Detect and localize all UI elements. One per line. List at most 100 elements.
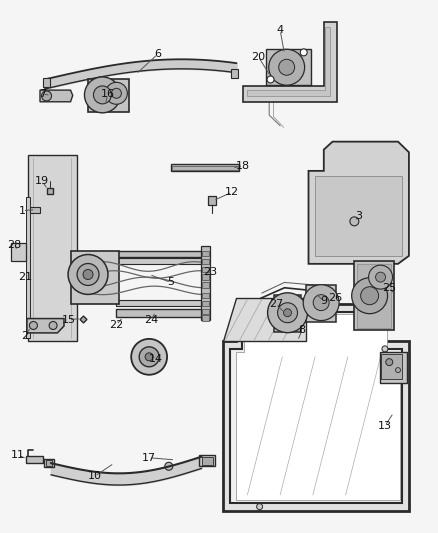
Polygon shape: [380, 351, 407, 383]
Polygon shape: [201, 251, 209, 256]
Circle shape: [257, 504, 263, 510]
Circle shape: [269, 50, 304, 85]
Polygon shape: [201, 282, 209, 288]
Polygon shape: [274, 295, 301, 332]
Polygon shape: [43, 78, 49, 87]
Text: 15: 15: [61, 314, 75, 325]
Text: 6: 6: [154, 49, 161, 59]
Text: 9: 9: [320, 296, 327, 306]
Circle shape: [77, 263, 99, 286]
Text: 20: 20: [251, 52, 265, 62]
Circle shape: [49, 321, 57, 329]
Circle shape: [83, 270, 93, 279]
Polygon shape: [26, 197, 30, 338]
Polygon shape: [201, 316, 209, 321]
Text: 27: 27: [268, 298, 283, 309]
Text: 3: 3: [355, 211, 362, 221]
Text: 22: 22: [109, 320, 124, 330]
Circle shape: [42, 91, 52, 101]
Polygon shape: [44, 459, 54, 467]
Circle shape: [165, 462, 173, 470]
Text: 7: 7: [39, 89, 46, 99]
Polygon shape: [357, 264, 392, 328]
Polygon shape: [71, 251, 119, 304]
Circle shape: [382, 346, 388, 352]
Polygon shape: [308, 142, 409, 264]
Text: 18: 18: [236, 160, 250, 171]
Polygon shape: [231, 69, 238, 78]
Circle shape: [311, 288, 318, 295]
Circle shape: [267, 76, 274, 83]
Polygon shape: [11, 243, 26, 261]
Circle shape: [145, 353, 153, 361]
Polygon shape: [315, 176, 403, 256]
Circle shape: [313, 295, 329, 311]
Polygon shape: [201, 293, 209, 298]
Text: 23: 23: [203, 267, 217, 277]
Polygon shape: [266, 49, 311, 85]
Circle shape: [278, 303, 297, 322]
Polygon shape: [223, 298, 306, 341]
Circle shape: [111, 88, 121, 98]
Text: 8: 8: [298, 325, 306, 335]
Text: 26: 26: [328, 293, 342, 303]
Circle shape: [350, 217, 359, 226]
Text: 28: 28: [7, 240, 21, 251]
Text: 5: 5: [167, 278, 174, 287]
Polygon shape: [28, 155, 77, 341]
Polygon shape: [208, 196, 215, 205]
Text: 25: 25: [382, 282, 396, 293]
Polygon shape: [243, 22, 337, 102]
Circle shape: [93, 86, 111, 104]
Circle shape: [386, 359, 393, 366]
Text: 11: 11: [11, 450, 25, 460]
Polygon shape: [172, 166, 238, 170]
Circle shape: [303, 285, 339, 320]
Circle shape: [29, 321, 37, 329]
Circle shape: [369, 265, 392, 289]
Circle shape: [300, 49, 307, 56]
Text: 16: 16: [101, 89, 115, 99]
Polygon shape: [30, 207, 40, 213]
Polygon shape: [381, 354, 403, 379]
Polygon shape: [306, 285, 336, 322]
Text: 19: 19: [35, 176, 49, 187]
Text: 1: 1: [19, 206, 26, 216]
Polygon shape: [201, 259, 209, 264]
Polygon shape: [201, 309, 209, 314]
Polygon shape: [40, 90, 73, 102]
Text: 17: 17: [142, 453, 156, 463]
Circle shape: [375, 272, 385, 282]
Circle shape: [139, 347, 159, 367]
Text: 24: 24: [144, 314, 159, 325]
Polygon shape: [201, 266, 209, 272]
Circle shape: [360, 287, 378, 305]
Polygon shape: [223, 304, 409, 511]
Circle shape: [352, 278, 388, 313]
Polygon shape: [247, 27, 330, 96]
Polygon shape: [46, 461, 52, 466]
Text: 13: 13: [378, 421, 392, 431]
Circle shape: [131, 339, 167, 375]
Polygon shape: [201, 246, 210, 320]
Polygon shape: [117, 258, 206, 264]
Circle shape: [268, 293, 307, 333]
Polygon shape: [88, 79, 130, 112]
Text: 12: 12: [225, 187, 239, 197]
Polygon shape: [171, 165, 239, 171]
Polygon shape: [354, 261, 394, 330]
Circle shape: [283, 309, 292, 317]
Text: 4: 4: [276, 25, 284, 35]
Polygon shape: [117, 251, 206, 257]
Circle shape: [68, 255, 108, 294]
Polygon shape: [230, 312, 403, 503]
Polygon shape: [201, 301, 209, 306]
Text: 14: 14: [148, 354, 163, 365]
Polygon shape: [117, 309, 206, 317]
Polygon shape: [26, 456, 43, 463]
Circle shape: [106, 82, 127, 104]
Text: 10: 10: [88, 471, 102, 481]
Circle shape: [396, 368, 400, 373]
Polygon shape: [27, 319, 64, 333]
Polygon shape: [117, 300, 206, 306]
